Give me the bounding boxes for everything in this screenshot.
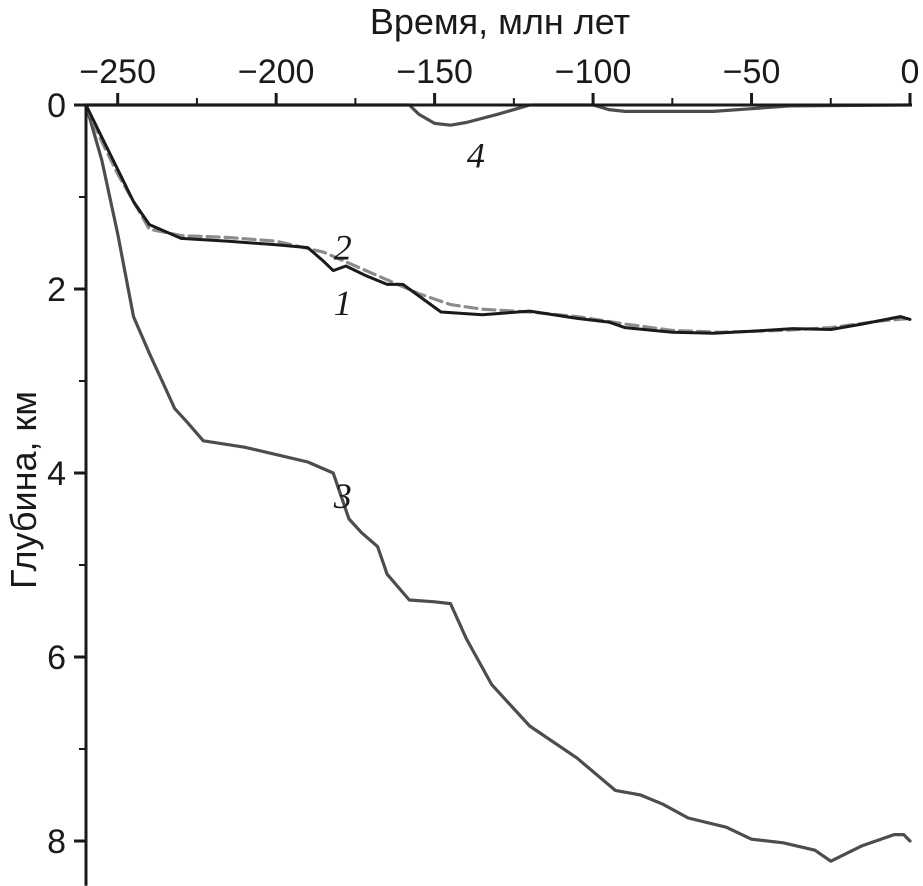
x-ticks: −250 −200 −150 −100 −50 0	[79, 53, 919, 105]
x-tick-label: −50	[723, 53, 781, 91]
series-label-1: 1	[334, 283, 352, 323]
x-tick-label: 0	[901, 53, 920, 91]
series-label-4: 4	[467, 136, 485, 176]
y-tick-label: 8	[47, 823, 66, 861]
x-tick-label: −250	[79, 53, 156, 91]
x-tick-label: −100	[555, 53, 632, 91]
series-line-1	[84, 103, 912, 335]
series-line-3	[84, 103, 912, 863]
series-line-2	[84, 103, 912, 334]
series-line-4	[84, 103, 912, 127]
axes: −250 −200 −150 −100 −50 0 0 2 4 6 8	[47, 53, 919, 886]
y-tick-label: 2	[47, 271, 66, 309]
x-tick-label: −200	[238, 53, 315, 91]
x-tick-label: −150	[396, 53, 473, 91]
y-ticks: 0 2 4 6 8	[47, 87, 86, 861]
y-tick-label: 4	[47, 455, 66, 493]
x-axis-title: Время, млн лет	[370, 1, 630, 42]
series-labels: 1 2 3 4	[333, 136, 485, 516]
y-tick-label: 0	[47, 87, 66, 125]
series-lines	[84, 103, 912, 863]
y-tick-label: 6	[47, 639, 66, 677]
y-axis-title: Глубина, км	[3, 391, 44, 589]
series-label-2: 2	[334, 228, 352, 268]
series-label-3: 3	[333, 476, 352, 516]
